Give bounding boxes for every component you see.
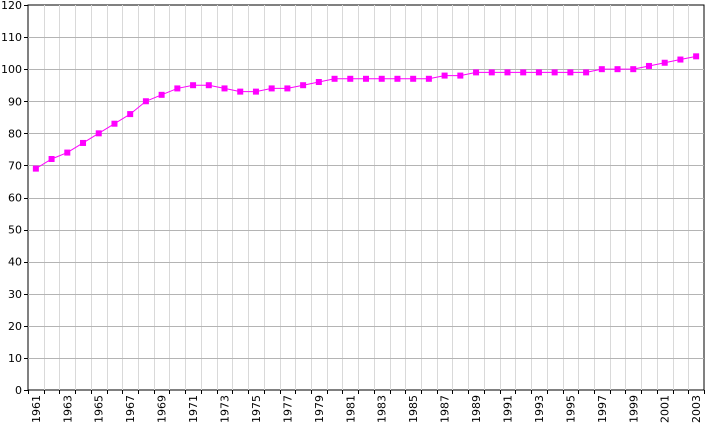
data-point-marker: [80, 139, 87, 146]
data-point-marker: [347, 75, 354, 82]
y-tick-label: 60: [8, 192, 22, 205]
data-point-marker: [457, 72, 464, 79]
x-tick-label: 1977: [281, 395, 294, 423]
x-tick-label: 1985: [407, 395, 420, 423]
data-point-marker: [535, 69, 542, 76]
x-axis: 1961 1963 1965 1967 1969 1971 1973 1975 1977 1979…: [28, 390, 705, 423]
data-point-marker: [441, 72, 448, 79]
x-tick-label: 1973: [219, 395, 232, 423]
data-point-marker: [221, 85, 228, 92]
x-tick-label: 1993: [533, 395, 546, 423]
x-tick-label: 1991: [501, 395, 514, 423]
data-point-marker: [64, 149, 71, 156]
y-tick-label: 110: [1, 31, 22, 44]
x-tick-label: 1997: [596, 395, 609, 423]
data-point-marker: [32, 165, 39, 172]
x-tick-label: 1981: [344, 395, 357, 423]
x-tick-label: 1967: [124, 395, 137, 423]
y-tick-label: 90: [8, 95, 22, 108]
plot-area: [27, 4, 705, 391]
y-tick-label: 40: [8, 256, 22, 269]
data-point-marker: [410, 75, 417, 82]
data-point-marker: [315, 79, 322, 85]
data-point-marker: [693, 53, 700, 60]
y-tick-label: 0: [15, 384, 22, 397]
data-point-marker: [488, 69, 495, 76]
data-point-marker: [190, 82, 197, 89]
data-point-marker: [378, 75, 385, 82]
data-point-marker: [598, 66, 605, 73]
data-point-marker: [630, 66, 637, 73]
data-point-marker: [661, 59, 668, 66]
data-point-marker: [567, 69, 574, 76]
y-axis: 0 10 20 30 40 50 60 70 80 90 100 110 120: [1, 0, 28, 397]
x-tick-label: 1995: [564, 395, 577, 423]
x-tick-label: 1969: [156, 395, 169, 423]
data-point-marker: [677, 56, 684, 63]
series-group: [32, 53, 700, 172]
x-tick-label: 1987: [439, 395, 452, 423]
grid-lines: [28, 5, 704, 390]
x-tick-label: 1975: [250, 395, 263, 423]
data-point-marker: [583, 69, 590, 76]
data-point-marker: [268, 85, 275, 92]
y-tick-label: 30: [8, 288, 22, 301]
x-tick-label: 2001: [659, 395, 672, 423]
data-point-marker: [645, 62, 652, 69]
y-tick-label: 10: [8, 352, 22, 365]
data-point-marker: [48, 156, 55, 162]
data-point-marker: [158, 91, 165, 98]
data-point-marker: [300, 82, 307, 89]
x-tick-label: 1971: [187, 395, 200, 423]
x-tick-label: 1999: [627, 395, 640, 423]
x-tick-label: 1961: [30, 395, 43, 423]
y-tick-label: 70: [8, 159, 22, 172]
data-point-marker: [284, 85, 291, 92]
data-point-marker: [331, 75, 338, 82]
data-point-marker: [95, 130, 102, 137]
x-tick-label: 2003: [690, 395, 703, 423]
y-tick-label: 20: [8, 320, 22, 333]
y-tick-label: 100: [1, 63, 22, 76]
data-point-marker: [174, 85, 181, 92]
x-tick-label: 1979: [313, 395, 326, 423]
data-point-marker: [205, 82, 212, 89]
data-point-marker: [363, 75, 369, 82]
data-point-marker: [252, 88, 259, 95]
data-point-marker: [127, 111, 134, 118]
data-point-marker: [425, 75, 432, 82]
data-point-marker: [394, 75, 401, 82]
x-tick-label: 1989: [470, 395, 483, 423]
data-point-marker: [111, 120, 118, 127]
y-tick-label: 50: [8, 224, 22, 237]
data-point-marker: [237, 88, 244, 95]
x-tick-label: 1965: [93, 395, 106, 423]
x-tick-label: 1963: [61, 395, 74, 423]
data-point-marker: [551, 69, 558, 76]
data-point-marker: [504, 69, 511, 76]
data-point-marker: [614, 66, 621, 73]
x-tick-label: 1983: [376, 395, 389, 423]
data-point-marker: [142, 98, 149, 105]
y-tick-label: 80: [8, 127, 22, 140]
data-point-marker: [520, 69, 527, 76]
y-tick-label: 120: [1, 0, 22, 12]
data-point-marker: [473, 69, 480, 76]
